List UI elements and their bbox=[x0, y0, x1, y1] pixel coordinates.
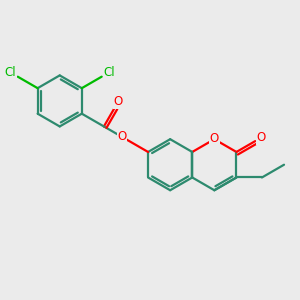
Text: O: O bbox=[117, 130, 126, 143]
Text: O: O bbox=[256, 131, 266, 144]
Text: O: O bbox=[113, 95, 123, 108]
Text: Cl: Cl bbox=[103, 66, 115, 79]
Text: O: O bbox=[210, 132, 219, 145]
Text: Cl: Cl bbox=[4, 66, 16, 79]
